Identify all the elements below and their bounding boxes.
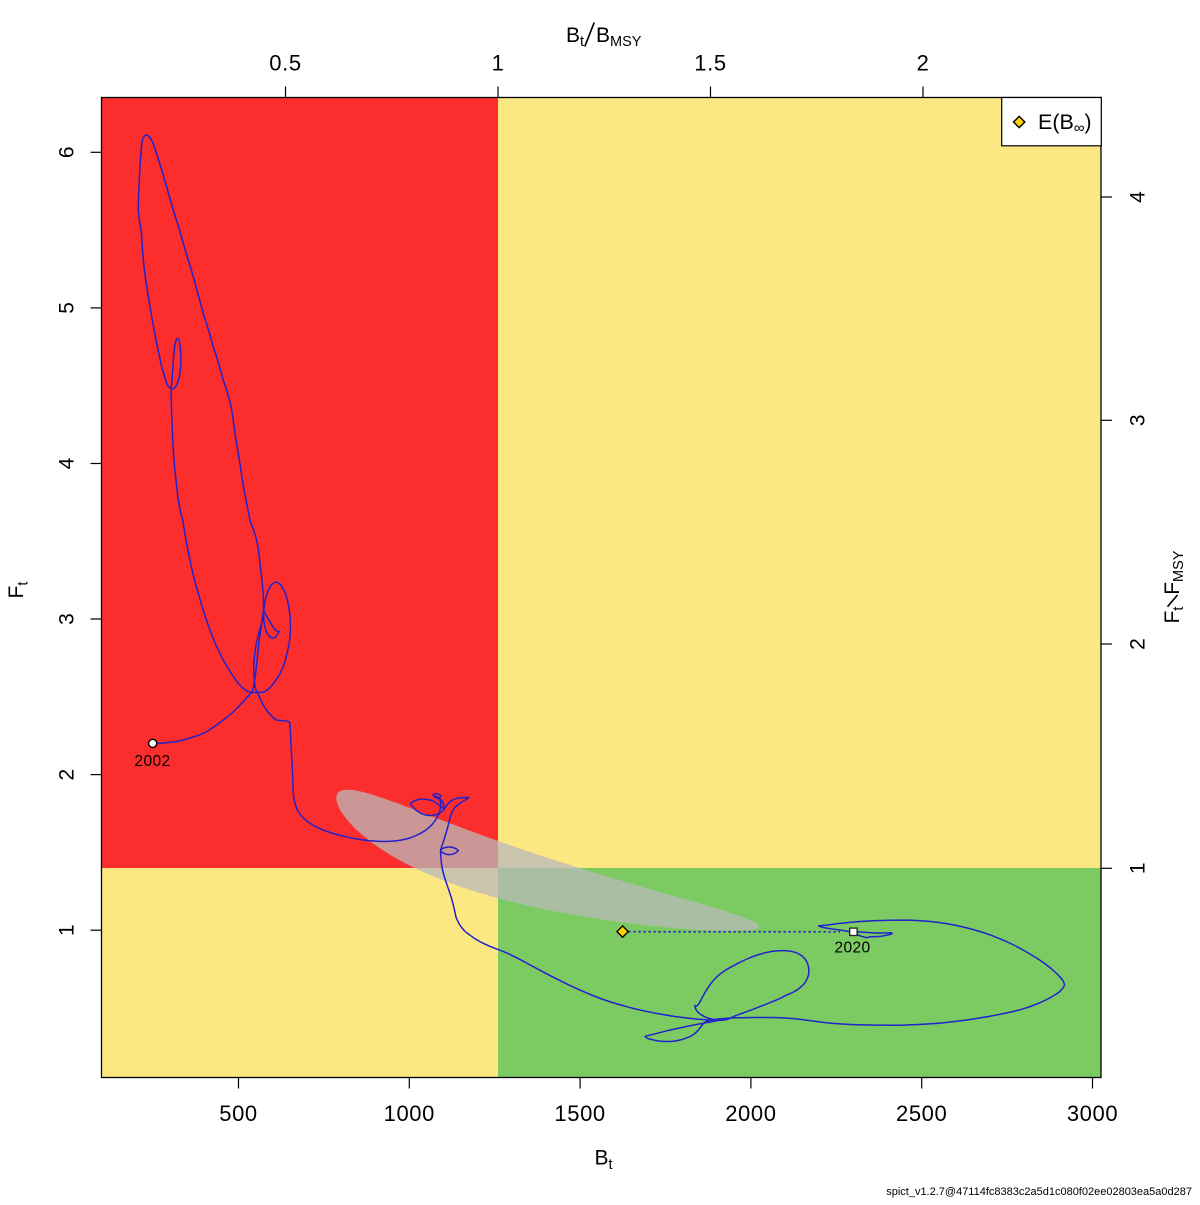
- svg-text:4: 4: [1127, 191, 1150, 203]
- svg-text:2500: 2500: [896, 1101, 947, 1126]
- svg-text:2: 2: [1127, 638, 1150, 650]
- svg-text:1: 1: [56, 924, 79, 936]
- svg-text:1500: 1500: [554, 1101, 605, 1126]
- svg-text:1: 1: [492, 51, 505, 76]
- svg-text:1.5: 1.5: [694, 51, 726, 76]
- svg-text:3: 3: [1127, 414, 1150, 426]
- svg-text:2000: 2000: [725, 1101, 776, 1126]
- svg-text:2: 2: [917, 51, 930, 76]
- svg-text:6: 6: [56, 146, 79, 158]
- svg-text:spict_v1.2.7@47114fc8383c2a5d1: spict_v1.2.7@47114fc8383c2a5d1c080f02ee0…: [886, 1186, 1192, 1198]
- svg-text:1000: 1000: [384, 1101, 435, 1126]
- svg-text:2020: 2020: [834, 940, 870, 957]
- svg-text:0.5: 0.5: [269, 51, 301, 76]
- svg-text:4: 4: [56, 457, 79, 469]
- svg-text:3: 3: [56, 613, 79, 625]
- svg-text:3000: 3000: [1067, 1101, 1118, 1126]
- svg-text:5: 5: [56, 302, 79, 314]
- svg-text:2002: 2002: [134, 753, 170, 770]
- svg-text:2: 2: [56, 769, 79, 781]
- svg-text:500: 500: [219, 1101, 258, 1126]
- svg-text:1: 1: [1127, 862, 1150, 874]
